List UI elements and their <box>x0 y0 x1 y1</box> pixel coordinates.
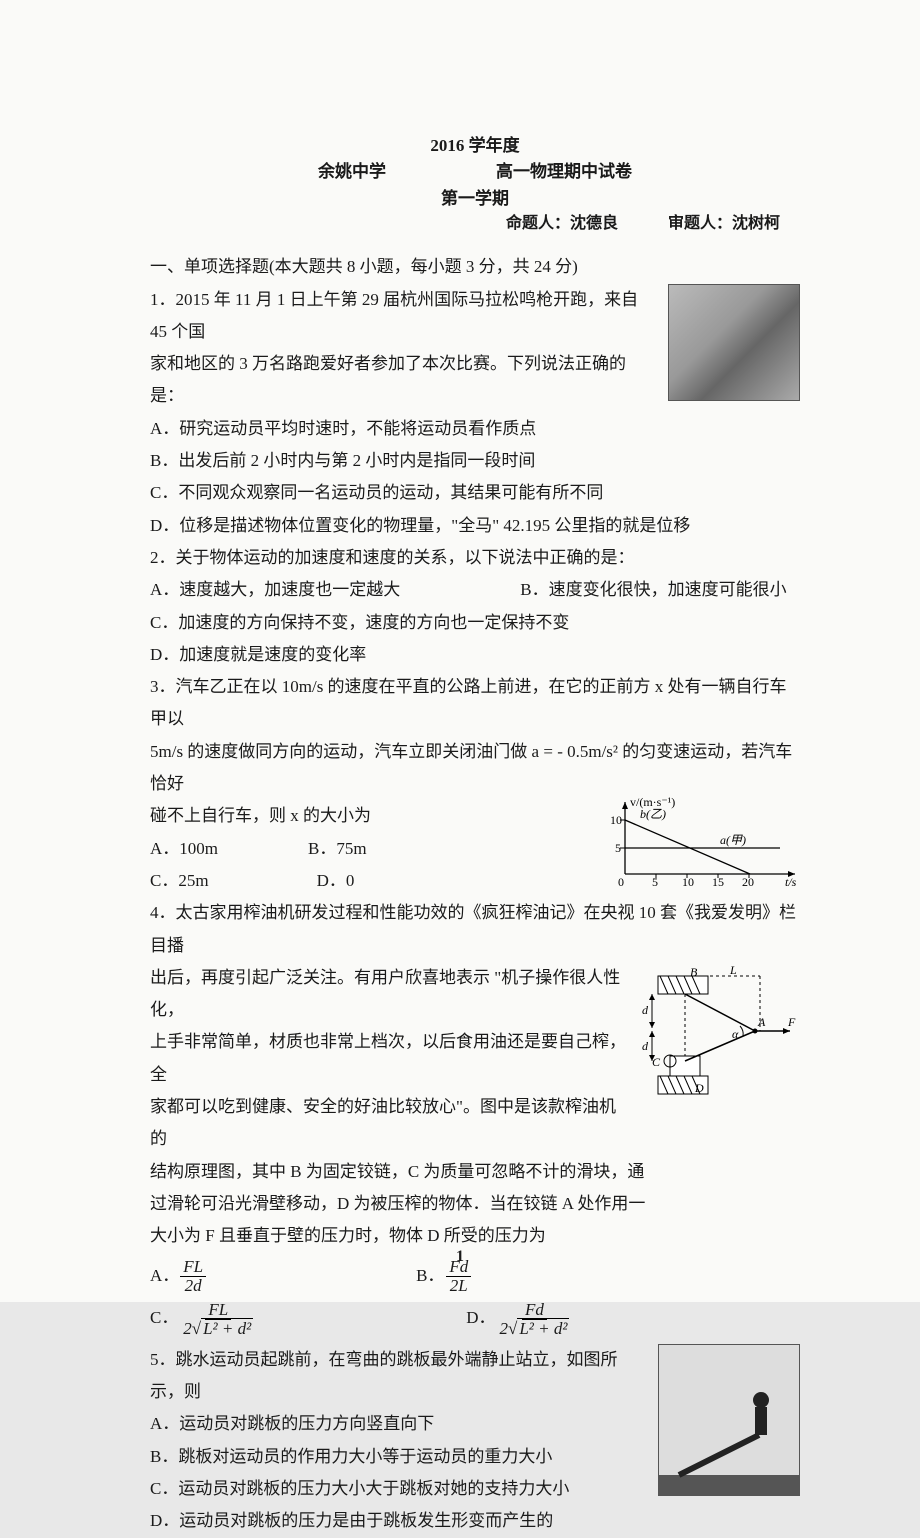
label-D: D <box>694 1081 704 1095</box>
q2-opt-c: C．加速度的方向保持不变，速度的方向也一定保持不变 <box>150 607 800 639</box>
q4-stem-f: 过滑轮可沿光滑壁移动，D 为被压榨的物体．当在铰链 A 处作用一 <box>150 1188 800 1220</box>
q3-opt-b: B．75m <box>308 833 367 865</box>
q4-press-diagram: D C B L d d A F α <box>640 966 800 1106</box>
question-3: 3．汽车乙正在以 10m/s 的速度在平直的公路上前进，在它的正前方 x 处有一… <box>150 671 800 897</box>
q1-opt-d: D．位移是描述物体位置变化的物理量，"全马" 42.195 公里指的就是位移 <box>150 510 800 542</box>
label-F: F <box>787 1015 796 1029</box>
q2-stem: 2．关于物体运动的加速度和速度的关系，以下说法中正确的是： <box>150 542 800 574</box>
xtick-5: 5 <box>652 875 658 889</box>
section-1-heading: 一、单项选择题(本大题共 8 小题，每小题 3 分，共 24 分) <box>150 251 800 283</box>
q3-velocity-graph: v/(m·s⁻¹) t/s 10 5 0 5 10 15 20 b(乙) a(甲… <box>600 794 800 889</box>
xtick-10: 10 <box>682 875 694 889</box>
header: 2016 学年度 余姚中学 高一物理期中试卷 第一学期 命题人：沈德良 审题人：… <box>150 130 800 239</box>
label-A: A <box>757 1015 766 1029</box>
marathon-photo <box>668 284 800 401</box>
question-5: 5．跳水运动员起跳前，在弯曲的跳板最外端静止站立，如图所示，则 A．运动员对跳板… <box>150 1344 800 1538</box>
q4-stem-a: 4．太古家用榨油机研发过程和性能功效的《疯狂榨油记》在央视 10 套《我爱发明》… <box>150 897 800 962</box>
question-1: 1．2015 年 11 月 1 日上午第 29 届杭州国际马拉松鸣枪开跑，来自 … <box>150 284 800 542</box>
q3-stem-a: 3．汽车乙正在以 10m/s 的速度在平直的公路上前进，在它的正前方 x 处有一… <box>150 671 800 736</box>
q1-opt-a: A．研究运动员平均时速时，不能将运动员看作质点 <box>150 413 800 445</box>
q3-opt-c: C．25m <box>150 865 209 897</box>
exam-title: 高一物理期中试卷 <box>496 156 632 188</box>
label-d1: d <box>642 1003 649 1017</box>
school-name: 余姚中学 <box>318 156 386 188</box>
q3-opt-a: A．100m <box>150 833 218 865</box>
series-b-label: b(乙) <box>640 807 666 821</box>
author: 命题人：沈德良 <box>506 209 618 239</box>
exam-page: 2016 学年度 余姚中学 高一物理期中试卷 第一学期 命题人：沈德良 审题人：… <box>0 0 920 1302</box>
label-L: L <box>729 966 737 977</box>
term: 第一学期 <box>441 183 509 215</box>
reviewer: 审题人：沈树柯 <box>668 209 780 239</box>
q1-opt-b: B．出发后前 2 小时内与第 2 小时内是指同一段时间 <box>150 445 800 477</box>
q3-opt-d: D．0 <box>317 865 355 897</box>
q4-stem-e: 结构原理图，其中 B 为固定铰链，C 为质量可忽略不计的滑块，通 <box>150 1156 800 1188</box>
q1-opt-c: C．不同观众观察同一名运动员的运动，其结果可能有所不同 <box>150 477 800 509</box>
question-2: 2．关于物体运动的加速度和速度的关系，以下说法中正确的是： A．速度越大，加速度… <box>150 542 800 671</box>
q2-opt-a: A．速度越大，加速度也一定越大 <box>150 574 400 606</box>
q5-opt-d: D．运动员对跳板的压力是由于跳板发生形变而产生的 <box>150 1505 800 1537</box>
x-axis-label: t/s <box>785 875 797 889</box>
xtick-20: 20 <box>742 875 754 889</box>
label-alpha: α <box>732 1027 739 1041</box>
q4-opt-d: D． Fd2√L² + d² <box>466 1301 572 1338</box>
q4-opt-c: C． FL2√L² + d² <box>150 1301 256 1338</box>
series-a-label: a(甲) <box>720 833 746 847</box>
q3-stem-b: 5m/s 的速度做同方向的运动，汽车立即关闭油门做 a = - 0.5m/s² … <box>150 736 800 801</box>
q2-opt-d: D．加速度就是速度的变化率 <box>150 639 800 671</box>
page-number: 1 <box>0 1242 920 1272</box>
q2-opt-b: B．速度变化很快，加速度可能很小 <box>520 574 786 606</box>
diving-photo <box>658 1344 800 1496</box>
label-d2: d <box>642 1039 649 1053</box>
label-B: B <box>690 966 698 979</box>
origin-0: 0 <box>618 875 624 889</box>
